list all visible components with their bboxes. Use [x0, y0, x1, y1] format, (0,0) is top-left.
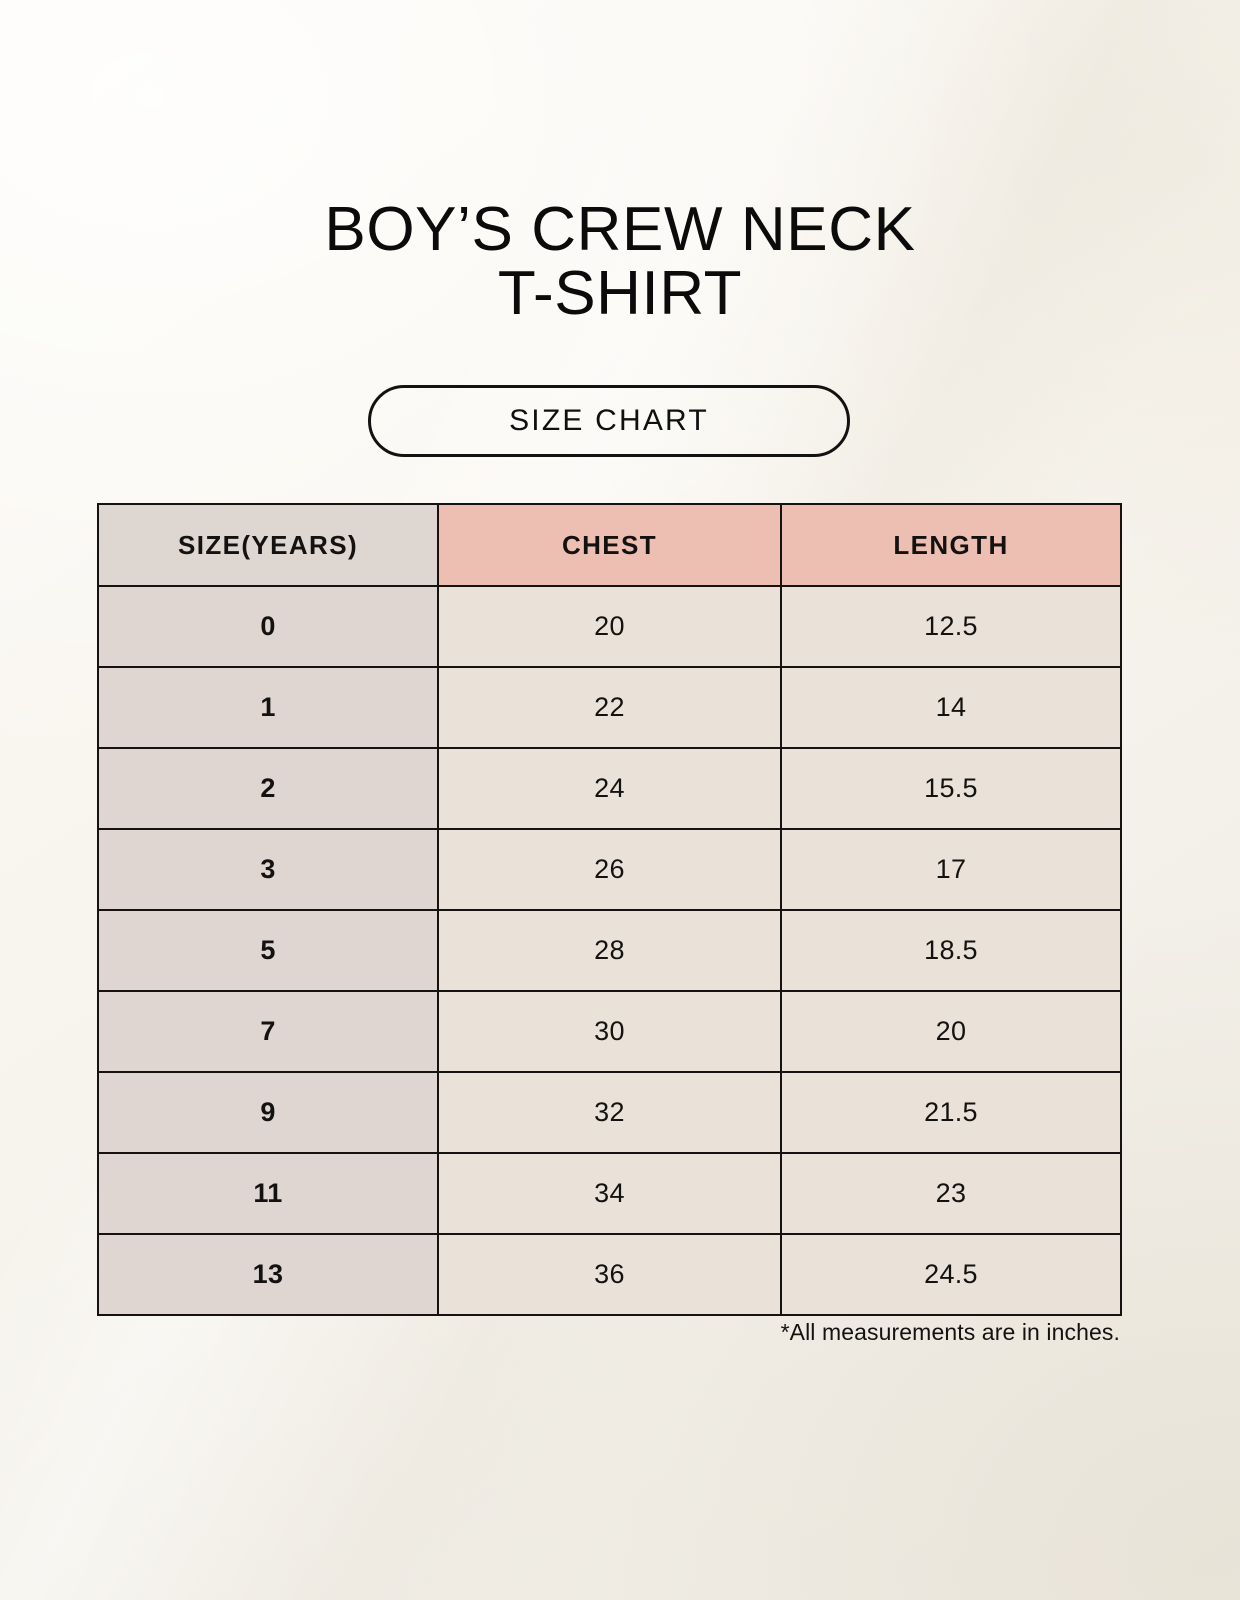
cell-size: 0	[97, 585, 439, 668]
cell-chest: 30	[437, 990, 782, 1073]
cell-chest: 36	[437, 1233, 782, 1316]
cell-chest: 20	[437, 585, 782, 668]
cell-size: 2	[97, 747, 439, 830]
cell-length: 12.5	[780, 585, 1122, 668]
cell-chest: 24	[437, 747, 782, 830]
cell-chest: 32	[437, 1071, 782, 1154]
size-chart-button-label: SIZE CHART	[509, 404, 709, 437]
table-row: 5 28 18.5	[97, 909, 1122, 992]
table-row: 9 32 21.5	[97, 1071, 1122, 1154]
table-row: 13 36 24.5	[97, 1233, 1122, 1316]
table-body: 0 20 12.5 1 22 14 2 24 15.5 3 26 17	[97, 585, 1122, 1316]
table-row: 7 30 20	[97, 990, 1122, 1073]
cell-chest: 22	[437, 666, 782, 749]
cell-size: 13	[97, 1233, 439, 1316]
table-row: 3 26 17	[97, 828, 1122, 911]
column-header-length: LENGTH	[780, 503, 1122, 587]
cell-chest: 34	[437, 1152, 782, 1235]
table-row: 11 34 23	[97, 1152, 1122, 1235]
table-row: 0 20 12.5	[97, 585, 1122, 668]
cell-size: 3	[97, 828, 439, 911]
table-header: SIZE(YEARS) CHEST LENGTH	[97, 503, 1122, 587]
cell-length: 21.5	[780, 1071, 1122, 1154]
column-header-size-years: SIZE(YEARS)	[97, 503, 439, 587]
page-title: BOY’S CREW NECK T-SHIRT	[324, 195, 916, 328]
cell-length: 23	[780, 1152, 1122, 1235]
size-chart-table: SIZE(YEARS) CHEST LENGTH 0 20 12.5 1 22 …	[97, 503, 1122, 1316]
size-chart-button[interactable]: SIZE CHART	[368, 385, 850, 457]
measurement-units-note: *All measurements are in inches.	[780, 1319, 1120, 1345]
table-row: 1 22 14	[97, 666, 1122, 749]
cell-size: 9	[97, 1071, 439, 1154]
cell-length: 20	[780, 990, 1122, 1073]
cell-chest: 28	[437, 909, 782, 992]
cell-length: 15.5	[780, 747, 1122, 830]
cell-length: 17	[780, 828, 1122, 911]
cell-length: 14	[780, 666, 1122, 749]
cell-size: 1	[97, 666, 439, 749]
cell-size: 11	[97, 1152, 439, 1235]
table-row: 2 24 15.5	[97, 747, 1122, 830]
cell-length: 24.5	[780, 1233, 1122, 1316]
table-header-row: SIZE(YEARS) CHEST LENGTH	[97, 503, 1122, 587]
cell-size: 7	[97, 990, 439, 1073]
size-chart-table-container: SIZE(YEARS) CHEST LENGTH 0 20 12.5 1 22 …	[97, 503, 1122, 1316]
cell-length: 18.5	[780, 909, 1122, 992]
column-header-chest: CHEST	[437, 503, 782, 587]
cell-size: 5	[97, 909, 439, 992]
cell-chest: 26	[437, 828, 782, 911]
